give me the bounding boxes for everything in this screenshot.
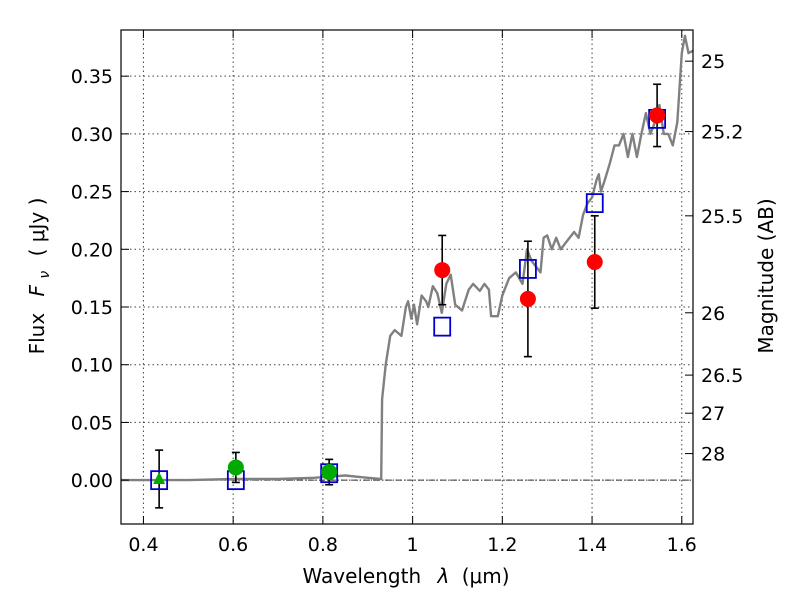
x-axis-label: Wavelength λ (μm) [302, 564, 509, 588]
infrared-data-point [649, 107, 666, 124]
y-tick-label: 0.00 [71, 470, 113, 492]
y2-tick-label: 27 [701, 403, 725, 425]
y-tick-label: 0.15 [71, 297, 113, 319]
y-tick-label: 0.10 [71, 355, 113, 377]
data-marks [150, 83, 667, 509]
y-tick-label: 0.30 [71, 124, 113, 146]
x-tick-label: 1.2 [487, 534, 517, 556]
y-axis-label-subscript: ν [37, 271, 53, 279]
grid [121, 30, 693, 524]
y2-tick-label: 25.5 [701, 206, 743, 228]
axis-ticks: 0.4 0.6 0.8 1 1.2 1.4 1.6 0.00 0.05 0.10 0.15 0.20 0… [71, 30, 743, 556]
y-tick-label: 0.20 [71, 239, 113, 261]
y-axis-label-unit: ( μJy ) [25, 198, 49, 257]
x-axis-label-unit: (μm) [462, 564, 510, 588]
y-axis-label-prefix: Flux [25, 313, 49, 355]
model-photometry-square [433, 316, 452, 337]
model-photometry-square [585, 193, 604, 214]
model-photometry-square [150, 470, 169, 491]
y-axis-label: Flux F ν ( μJy ) [25, 198, 54, 355]
infrared-data-point [519, 290, 536, 307]
optical-data-point [321, 464, 338, 481]
x-tick-label: 0.4 [128, 534, 158, 556]
y2-tick-label: 26.5 [701, 365, 743, 387]
y2-tick-label: 28 [701, 444, 725, 466]
upper-limit-triangle [153, 471, 166, 484]
optical-data-point [227, 459, 244, 476]
x-tick-label: 1.4 [577, 534, 607, 556]
x-tick-label: 1.6 [667, 534, 697, 556]
y2-tick-label: 26 [701, 303, 725, 325]
model-spectrum-line [121, 34, 694, 482]
secondary-y-axis-label: Magnitude (AB) [754, 198, 778, 353]
y-tick-label: 0.25 [71, 182, 113, 204]
y2-tick-label: 25 [701, 51, 725, 73]
x-tick-label: 0.8 [308, 534, 338, 556]
y-tick-label: 0.35 [71, 66, 113, 88]
x-axis-label-prefix: Wavelength [302, 564, 421, 588]
infrared-data-point [586, 253, 603, 270]
x-tick-label: 1 [407, 534, 419, 556]
y-axis-label-symbol: F [25, 284, 49, 296]
y2-tick-label: 25.2 [701, 122, 743, 144]
x-tick-label: 0.6 [218, 534, 248, 556]
x-axis-label-symbol: λ [437, 564, 450, 588]
plot-frame [120, 29, 694, 525]
y-tick-label: 0.05 [71, 412, 113, 434]
model-photometry-square [519, 259, 537, 279]
infrared-data-point [434, 262, 451, 279]
